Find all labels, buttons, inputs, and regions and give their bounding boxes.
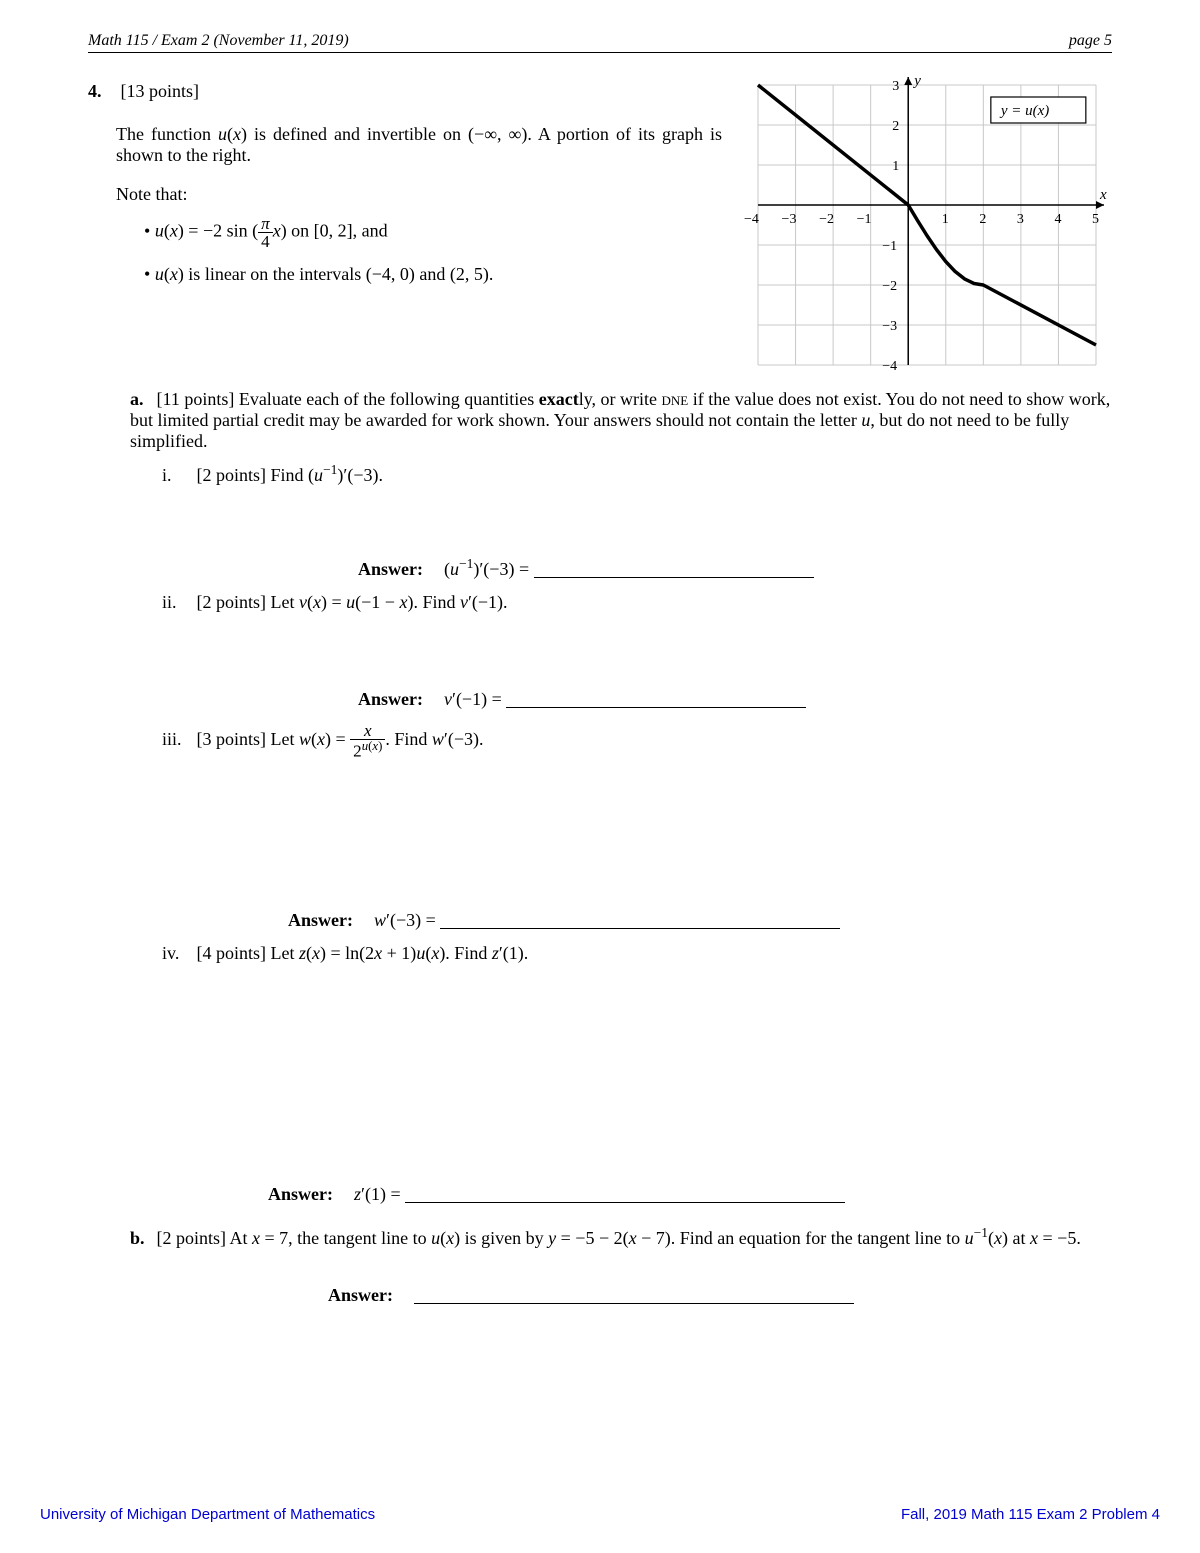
frac-4: 4: [258, 233, 273, 250]
sub-i-pts: [2 points]: [197, 465, 267, 485]
sub-ii: ii. [2 points] Let v(x) = u(−1 − x). Fin…: [162, 592, 1112, 613]
svg-text:1: 1: [942, 212, 949, 227]
blank-ii: [506, 694, 806, 708]
sub-ii-pts: [2 points]: [197, 592, 267, 612]
svg-text:−2: −2: [882, 279, 897, 294]
graph: −4 −3 −2 −1 1 2 3 4 5 −4 −3 −2 −1 1 2 3 x y y = u(x): [742, 75, 1112, 375]
answer-ii: Answer: v′(−1) =: [358, 689, 1112, 710]
sub-iii-pts: [3 points]: [197, 729, 267, 749]
part-a-label: a.: [130, 389, 152, 410]
sub-iv-pts: [4 points]: [197, 943, 267, 963]
question-points: [13 points]: [121, 81, 200, 101]
svg-text:−1: −1: [882, 239, 897, 254]
part-b: b. [2 points] At x = 7, the tangent line…: [130, 1225, 1112, 1249]
answer-iii: Answer: w′(−3) =: [288, 910, 1112, 931]
header-right: page 5: [1069, 32, 1112, 50]
part-b-text: [2 points] At x = 7, the tangent line to…: [157, 1228, 1081, 1248]
svg-text:−3: −3: [782, 212, 797, 227]
sub-iv: iv. [4 points] Let z(x) = ln(2x + 1)u(x)…: [162, 943, 1112, 964]
question-intro: The function u(x) is defined and inverti…: [116, 124, 722, 166]
svg-text:3: 3: [892, 79, 899, 94]
footer-right: Fall, 2019 Math 115 Exam 2 Problem 4: [901, 1506, 1160, 1523]
svg-text:−4: −4: [882, 359, 897, 374]
note-that: Note that:: [116, 184, 722, 205]
svg-text:5: 5: [1092, 212, 1099, 227]
svg-text:3: 3: [1017, 212, 1024, 227]
svg-text:4: 4: [1054, 212, 1061, 227]
page: Math 115 / Exam 2 (November 11, 2019) pa…: [0, 0, 1200, 1553]
bullets: u(x) = −2 sin (π4x) on [0, 2], and u(x) …: [144, 215, 722, 285]
frac-pi: π: [261, 214, 270, 233]
part-a: a. [11 points] Evaluate each of the foll…: [130, 389, 1112, 452]
footer: University of Michigan Department of Mat…: [40, 1506, 1160, 1523]
svg-text:−2: −2: [819, 212, 834, 227]
answer-b: Answer:: [328, 1285, 1112, 1306]
page-header: Math 115 / Exam 2 (November 11, 2019) pa…: [88, 32, 1112, 53]
blank-b: [414, 1290, 854, 1304]
graph-svg: −4 −3 −2 −1 1 2 3 4 5 −4 −3 −2 −1 1 2 3 x y y = u(x): [742, 75, 1112, 375]
bullet-1: u(x) = −2 sin (π4x) on [0, 2], and: [144, 215, 722, 250]
svg-text:−4: −4: [744, 212, 759, 227]
blank-iv: [405, 1189, 845, 1203]
svg-text:2: 2: [979, 212, 986, 227]
sub-i: i. [2 points] Find (u−1)′(−3).: [162, 462, 1112, 486]
question-text-block: 4. [13 points] The function u(x) is defi…: [88, 75, 722, 299]
svg-text:−1: −1: [857, 212, 872, 227]
answer-i: Answer: (u−1)′(−3) =: [358, 556, 1112, 580]
bullet-2: u(x) is linear on the intervals (−4, 0) …: [144, 264, 722, 285]
sub-iii: iii. [3 points] Let w(x) = x2u(x). Find …: [162, 722, 1112, 760]
svg-text:y = u(x): y = u(x): [999, 103, 1049, 119]
blank-iii: [440, 915, 840, 929]
svg-text:−3: −3: [882, 319, 897, 334]
question-number-line: 4. [13 points]: [88, 81, 722, 102]
question-number: 4: [88, 81, 97, 101]
header-left: Math 115 / Exam 2 (November 11, 2019): [88, 32, 349, 50]
svg-text:1: 1: [892, 159, 899, 174]
svg-text:y: y: [912, 75, 921, 89]
footer-left: University of Michigan Department of Mat…: [40, 1506, 375, 1523]
answer-b-label: Answer:: [328, 1285, 393, 1305]
answer-iv: Answer: z′(1) =: [268, 1184, 1112, 1205]
question-top: 4. [13 points] The function u(x) is defi…: [88, 75, 1112, 375]
svg-text:x: x: [1099, 187, 1107, 203]
blank-i: [534, 564, 814, 578]
svg-text:2: 2: [892, 119, 899, 134]
part-a-text: [11 points] Evaluate each of the followi…: [130, 389, 1110, 451]
